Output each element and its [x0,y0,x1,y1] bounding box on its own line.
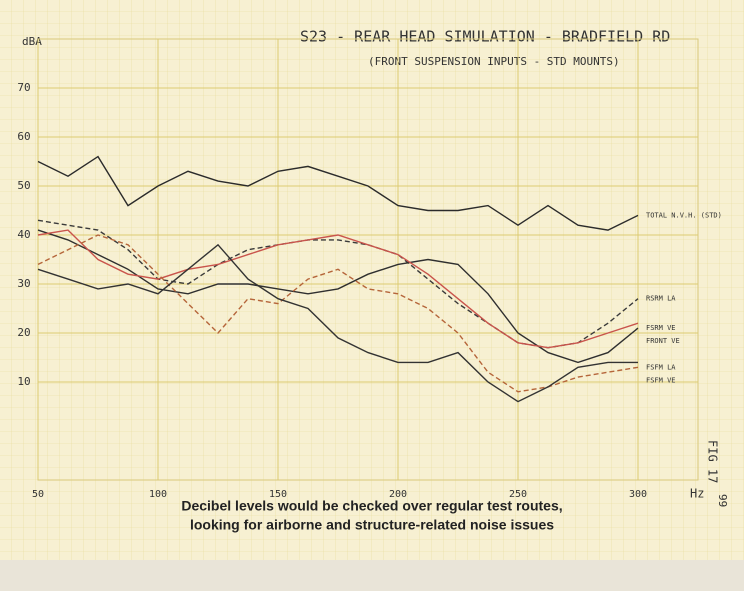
caption-line: Decibel levels would be checked over reg… [181,498,562,514]
y-tick-label: 40 [17,228,30,241]
x-axis-label: Hz [690,487,704,501]
y-tick-label: 10 [17,375,30,388]
y-tick-label: 60 [17,130,30,143]
scan-edge [0,560,744,591]
y-tick-label: 70 [17,81,30,94]
chart-title: S23 - REAR HEAD SIMULATION - BRADFIELD R… [300,28,670,46]
x-tick-label: 100 [149,489,167,500]
caption-line: looking for airborne and structure-relat… [190,517,554,533]
x-tick-label: 300 [629,489,647,500]
y-tick-label: 50 [17,179,30,192]
series-label: FSFM LA [646,363,676,371]
series-label: FSRM VE [646,324,676,332]
grid-pattern [0,0,744,560]
chart-subtitle: (FRONT SUSPENSION INPUTS - STD MOUNTS) [368,55,620,68]
x-tick-label: 150 [269,489,287,500]
x-tick-label: 200 [389,489,407,500]
series-label: FSFM VE [646,376,676,384]
chart: S23 - REAR HEAD SIMULATION - BRADFIELD R… [0,0,744,591]
series-label: FRONT VE [646,337,680,345]
y-axis-label: dBA [22,35,42,48]
y-tick-label: 30 [17,277,30,290]
series-label: TOTAL N.V.H. (STD) [646,211,722,219]
y-tick-label: 20 [17,326,30,339]
x-tick-label: 50 [32,489,44,500]
figure-number: FIG 17 [706,440,720,483]
page-number: 99 [716,494,729,507]
series-label: RSRM LA [646,295,676,303]
x-tick-label: 250 [509,489,527,500]
page: S23 - REAR HEAD SIMULATION - BRADFIELD R… [0,0,744,591]
